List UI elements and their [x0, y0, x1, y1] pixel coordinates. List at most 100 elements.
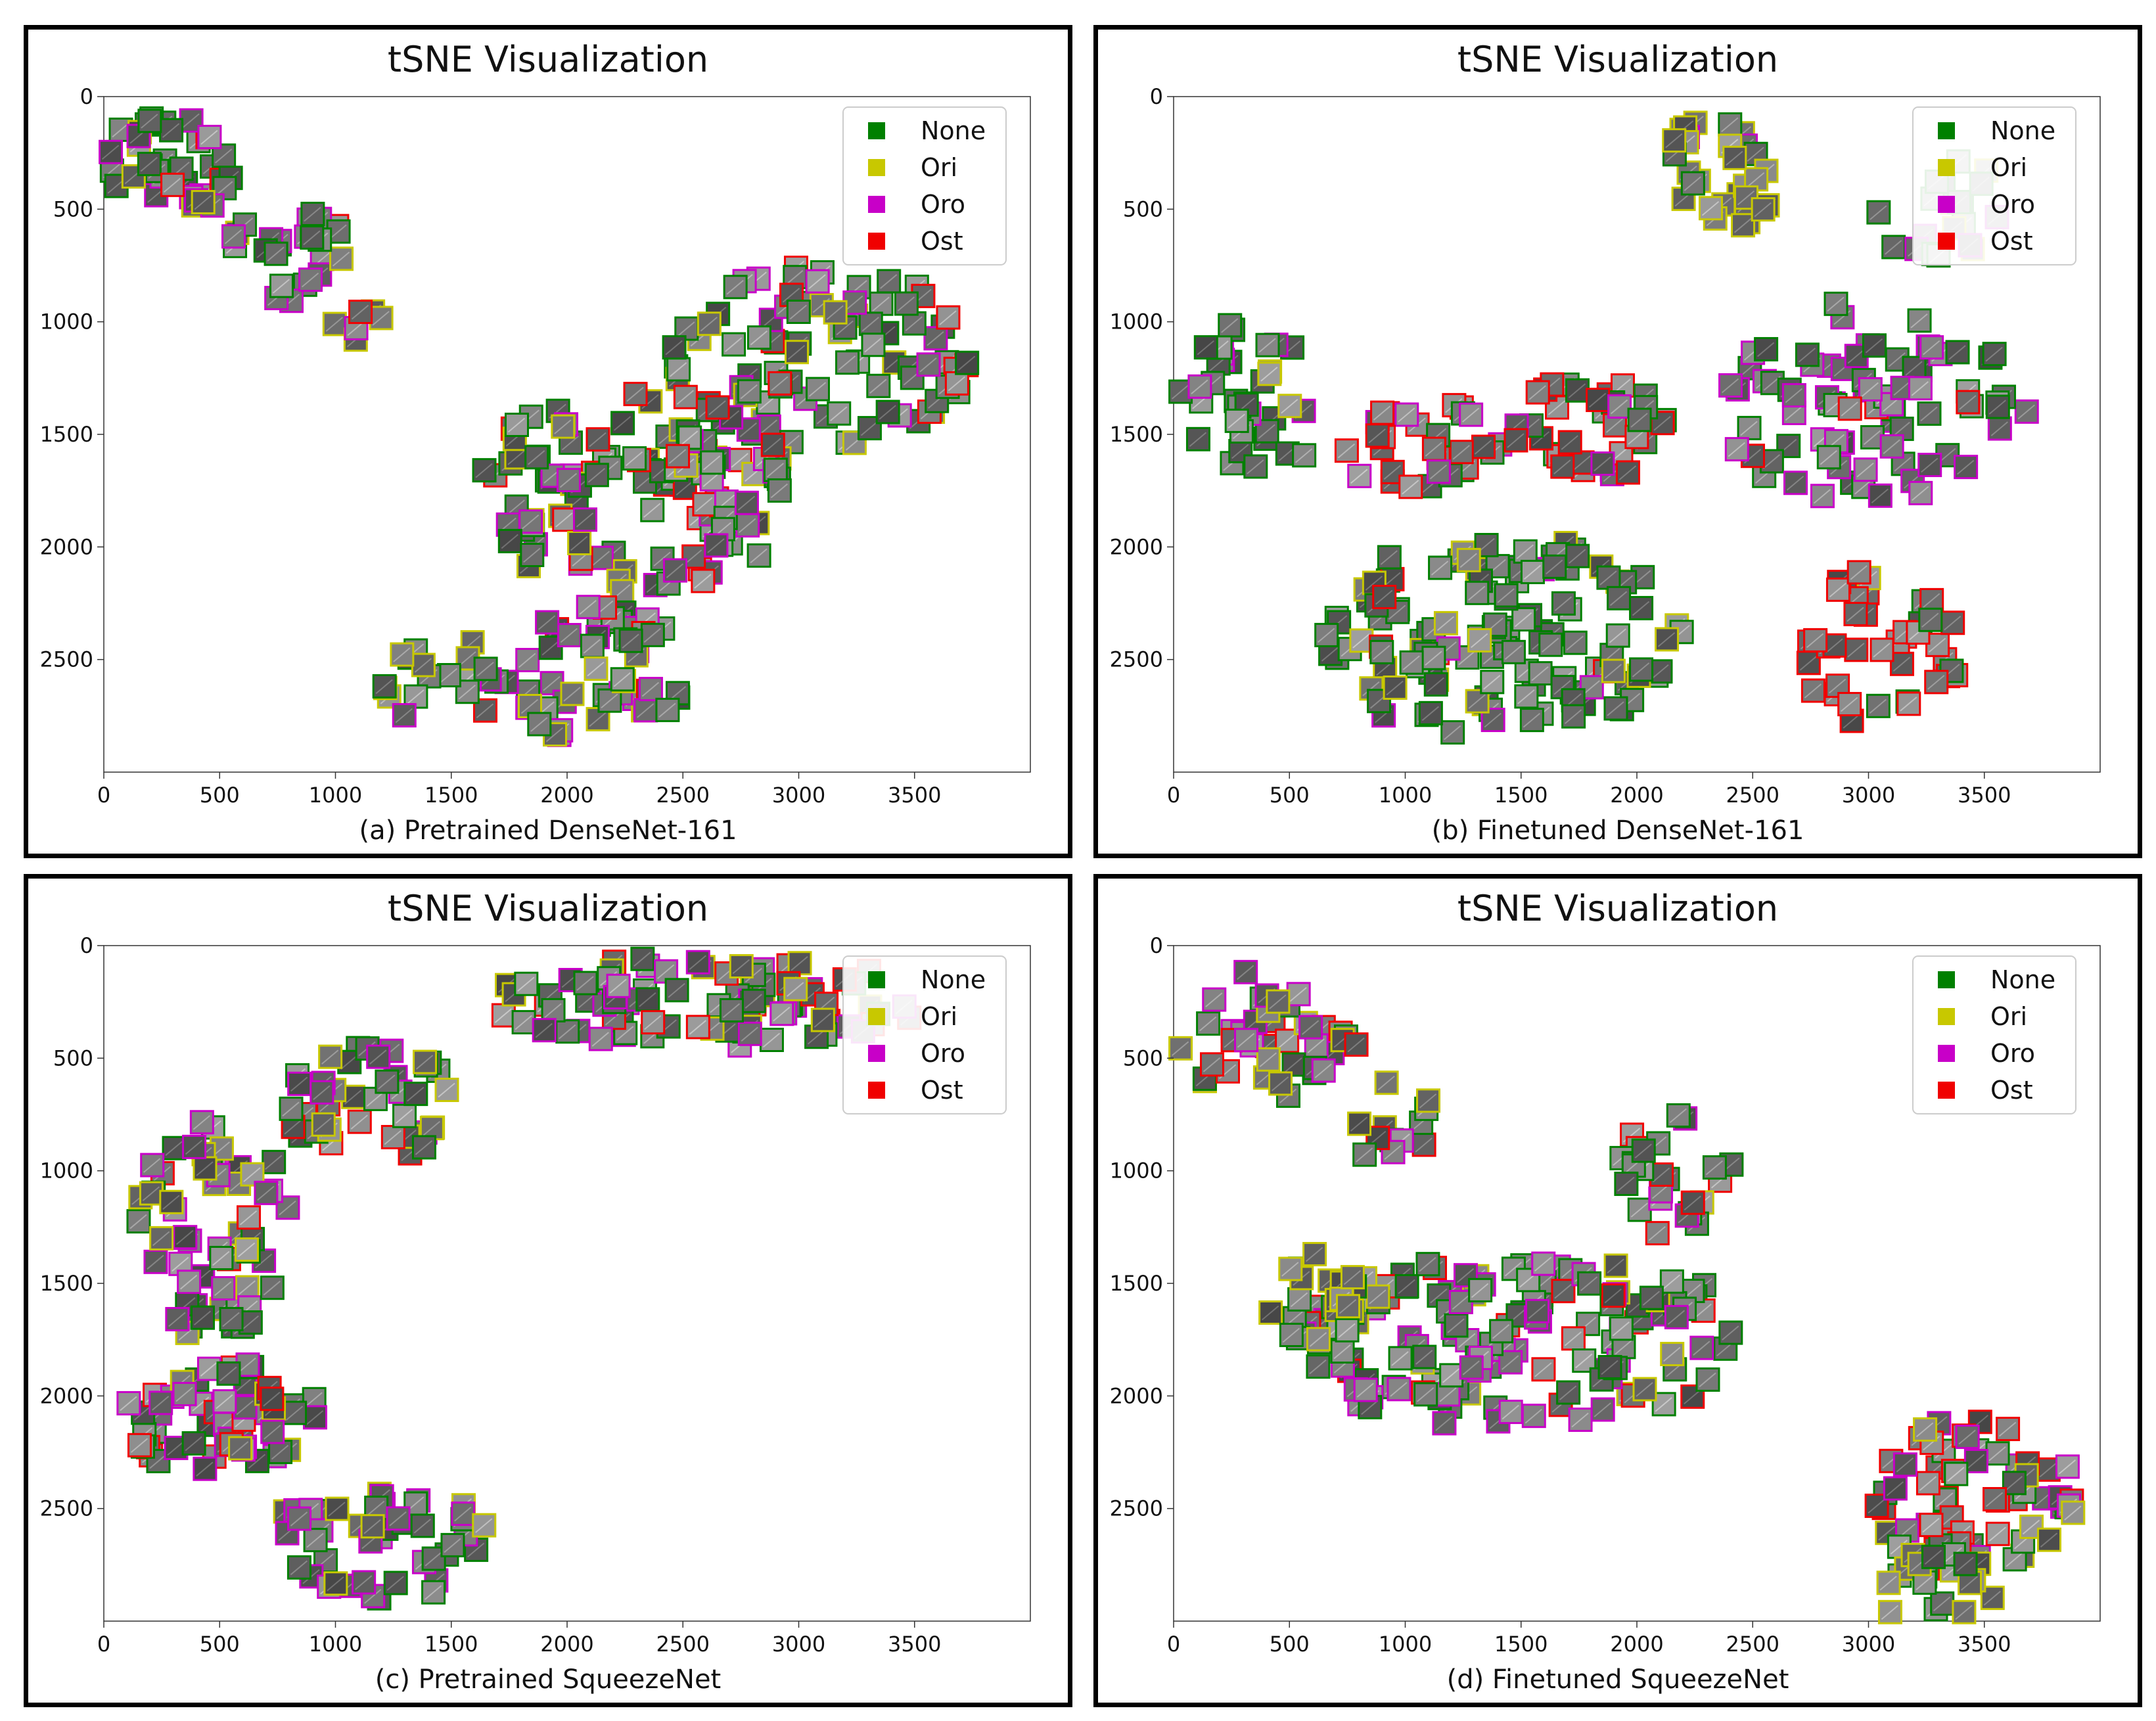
legend-label-ost: Ost [921, 1076, 963, 1105]
data-point-texture [290, 1076, 308, 1092]
scatter-plot: 0 500 1000 1500 2000 2500 3000 3500 0 500 1000 1500… [40, 84, 1031, 808]
data-point-texture [1402, 655, 1420, 671]
data-point-texture [1663, 1274, 1681, 1289]
data-point-texture [1847, 643, 1865, 658]
data-point-texture [1890, 1540, 1908, 1555]
data-point-texture [1468, 694, 1486, 709]
data-point [1577, 1271, 1602, 1296]
data-point-texture [129, 1214, 147, 1229]
data-point-texture [238, 1280, 256, 1295]
data-point-texture [196, 1461, 214, 1477]
data-point-texture [162, 123, 180, 138]
data-point [1459, 1355, 1484, 1380]
data-point-texture [1384, 1145, 1402, 1160]
legend-label-oro: Oro [921, 190, 965, 219]
legend-label-none: None [921, 116, 986, 145]
data-point-texture [423, 1120, 441, 1136]
data-point-texture [528, 450, 545, 465]
data-point-texture [1534, 1256, 1552, 1272]
data-point-texture [1347, 1037, 1365, 1053]
data-point-texture [1813, 489, 1831, 504]
data-point-texture [658, 702, 676, 718]
data-point-texture [766, 463, 785, 478]
data-point-texture [1847, 348, 1865, 364]
data-point-texture [1737, 190, 1755, 206]
data-point-texture [1651, 664, 1669, 679]
data-point-texture [332, 252, 350, 267]
data-point-texture [583, 639, 601, 654]
y-tick-label: 2500 [1110, 1496, 1163, 1521]
data-point-texture [559, 472, 578, 488]
data-point-texture [1651, 1184, 1670, 1199]
data-point-texture [676, 390, 694, 405]
data-point-texture [1575, 1353, 1593, 1369]
data-point-texture [1301, 1020, 1319, 1035]
data-point-texture [1373, 405, 1391, 421]
data-point-texture [879, 405, 896, 420]
data-point-texture [182, 113, 200, 129]
y-tick-label: 2000 [1110, 1383, 1163, 1408]
data-point-texture [1307, 1038, 1325, 1053]
data-point-texture [750, 330, 768, 346]
data-point-texture [771, 376, 789, 392]
data-point-texture [1564, 709, 1582, 724]
data-point-texture [264, 1425, 281, 1440]
data-point-texture [722, 1003, 741, 1019]
data-point-texture [1632, 601, 1650, 616]
data-point-texture [200, 129, 218, 145]
data-point-texture [869, 379, 887, 394]
data-point-texture [241, 1315, 260, 1331]
data-point-texture [1609, 591, 1628, 607]
y-tick-label: 1000 [40, 1159, 93, 1183]
data-point [1556, 1380, 1581, 1405]
y-tick-label: 2000 [1110, 534, 1163, 559]
data-point-texture [1260, 367, 1278, 382]
data-point-texture [367, 1500, 385, 1516]
data-point-texture [1502, 1404, 1519, 1420]
data-point-texture [1531, 666, 1549, 681]
data-point [1383, 675, 1408, 700]
data-point-texture [1798, 348, 1816, 363]
data-point-texture [415, 1055, 434, 1070]
data-point [1800, 678, 1825, 703]
data-point-texture [689, 955, 706, 971]
data-point-texture [1705, 1160, 1724, 1176]
data-point-texture [653, 551, 671, 567]
data-point-texture [1514, 612, 1532, 628]
data-point-texture [263, 1391, 281, 1407]
data-point-texture [830, 406, 848, 421]
data-point-texture [554, 419, 572, 434]
data-point-texture [669, 362, 687, 377]
data-point-texture [239, 1210, 258, 1226]
data-point-texture [739, 518, 756, 534]
legend-label-ori: Ori [921, 153, 957, 182]
data-point-texture [1365, 576, 1383, 591]
data-point-texture [1998, 1421, 2017, 1437]
data-point-texture [325, 317, 343, 332]
x-tick-label: 1000 [1379, 783, 1432, 808]
data-point-texture [808, 382, 827, 397]
data-point-texture [1923, 340, 1940, 356]
data-point-texture [1721, 378, 1739, 394]
legend-marker-none [1938, 971, 1955, 988]
data-point-texture [476, 703, 494, 718]
data-point-texture [1582, 680, 1600, 695]
data-point-texture [1747, 172, 1765, 187]
data-point-texture [1955, 1605, 1973, 1620]
data-point-texture [689, 1020, 706, 1035]
data-point-texture [1568, 383, 1586, 398]
y-tick-label: 0 [80, 933, 93, 958]
data-point-texture [1923, 593, 1940, 608]
x-tick-label: 3500 [888, 1632, 941, 1657]
data-point [1866, 693, 1891, 718]
data-point-texture [1277, 1034, 1296, 1049]
y-tick-label: 1500 [1110, 422, 1163, 447]
y-tick-label: 1000 [40, 310, 93, 334]
x-tick-label: 1500 [424, 1632, 478, 1657]
data-point-texture [214, 1281, 232, 1296]
x-tick-label: 3000 [772, 783, 825, 808]
data-point-texture [1825, 638, 1843, 654]
data-point [1944, 1461, 1969, 1486]
data-point-texture [770, 483, 789, 499]
data-point-texture [1799, 656, 1818, 671]
